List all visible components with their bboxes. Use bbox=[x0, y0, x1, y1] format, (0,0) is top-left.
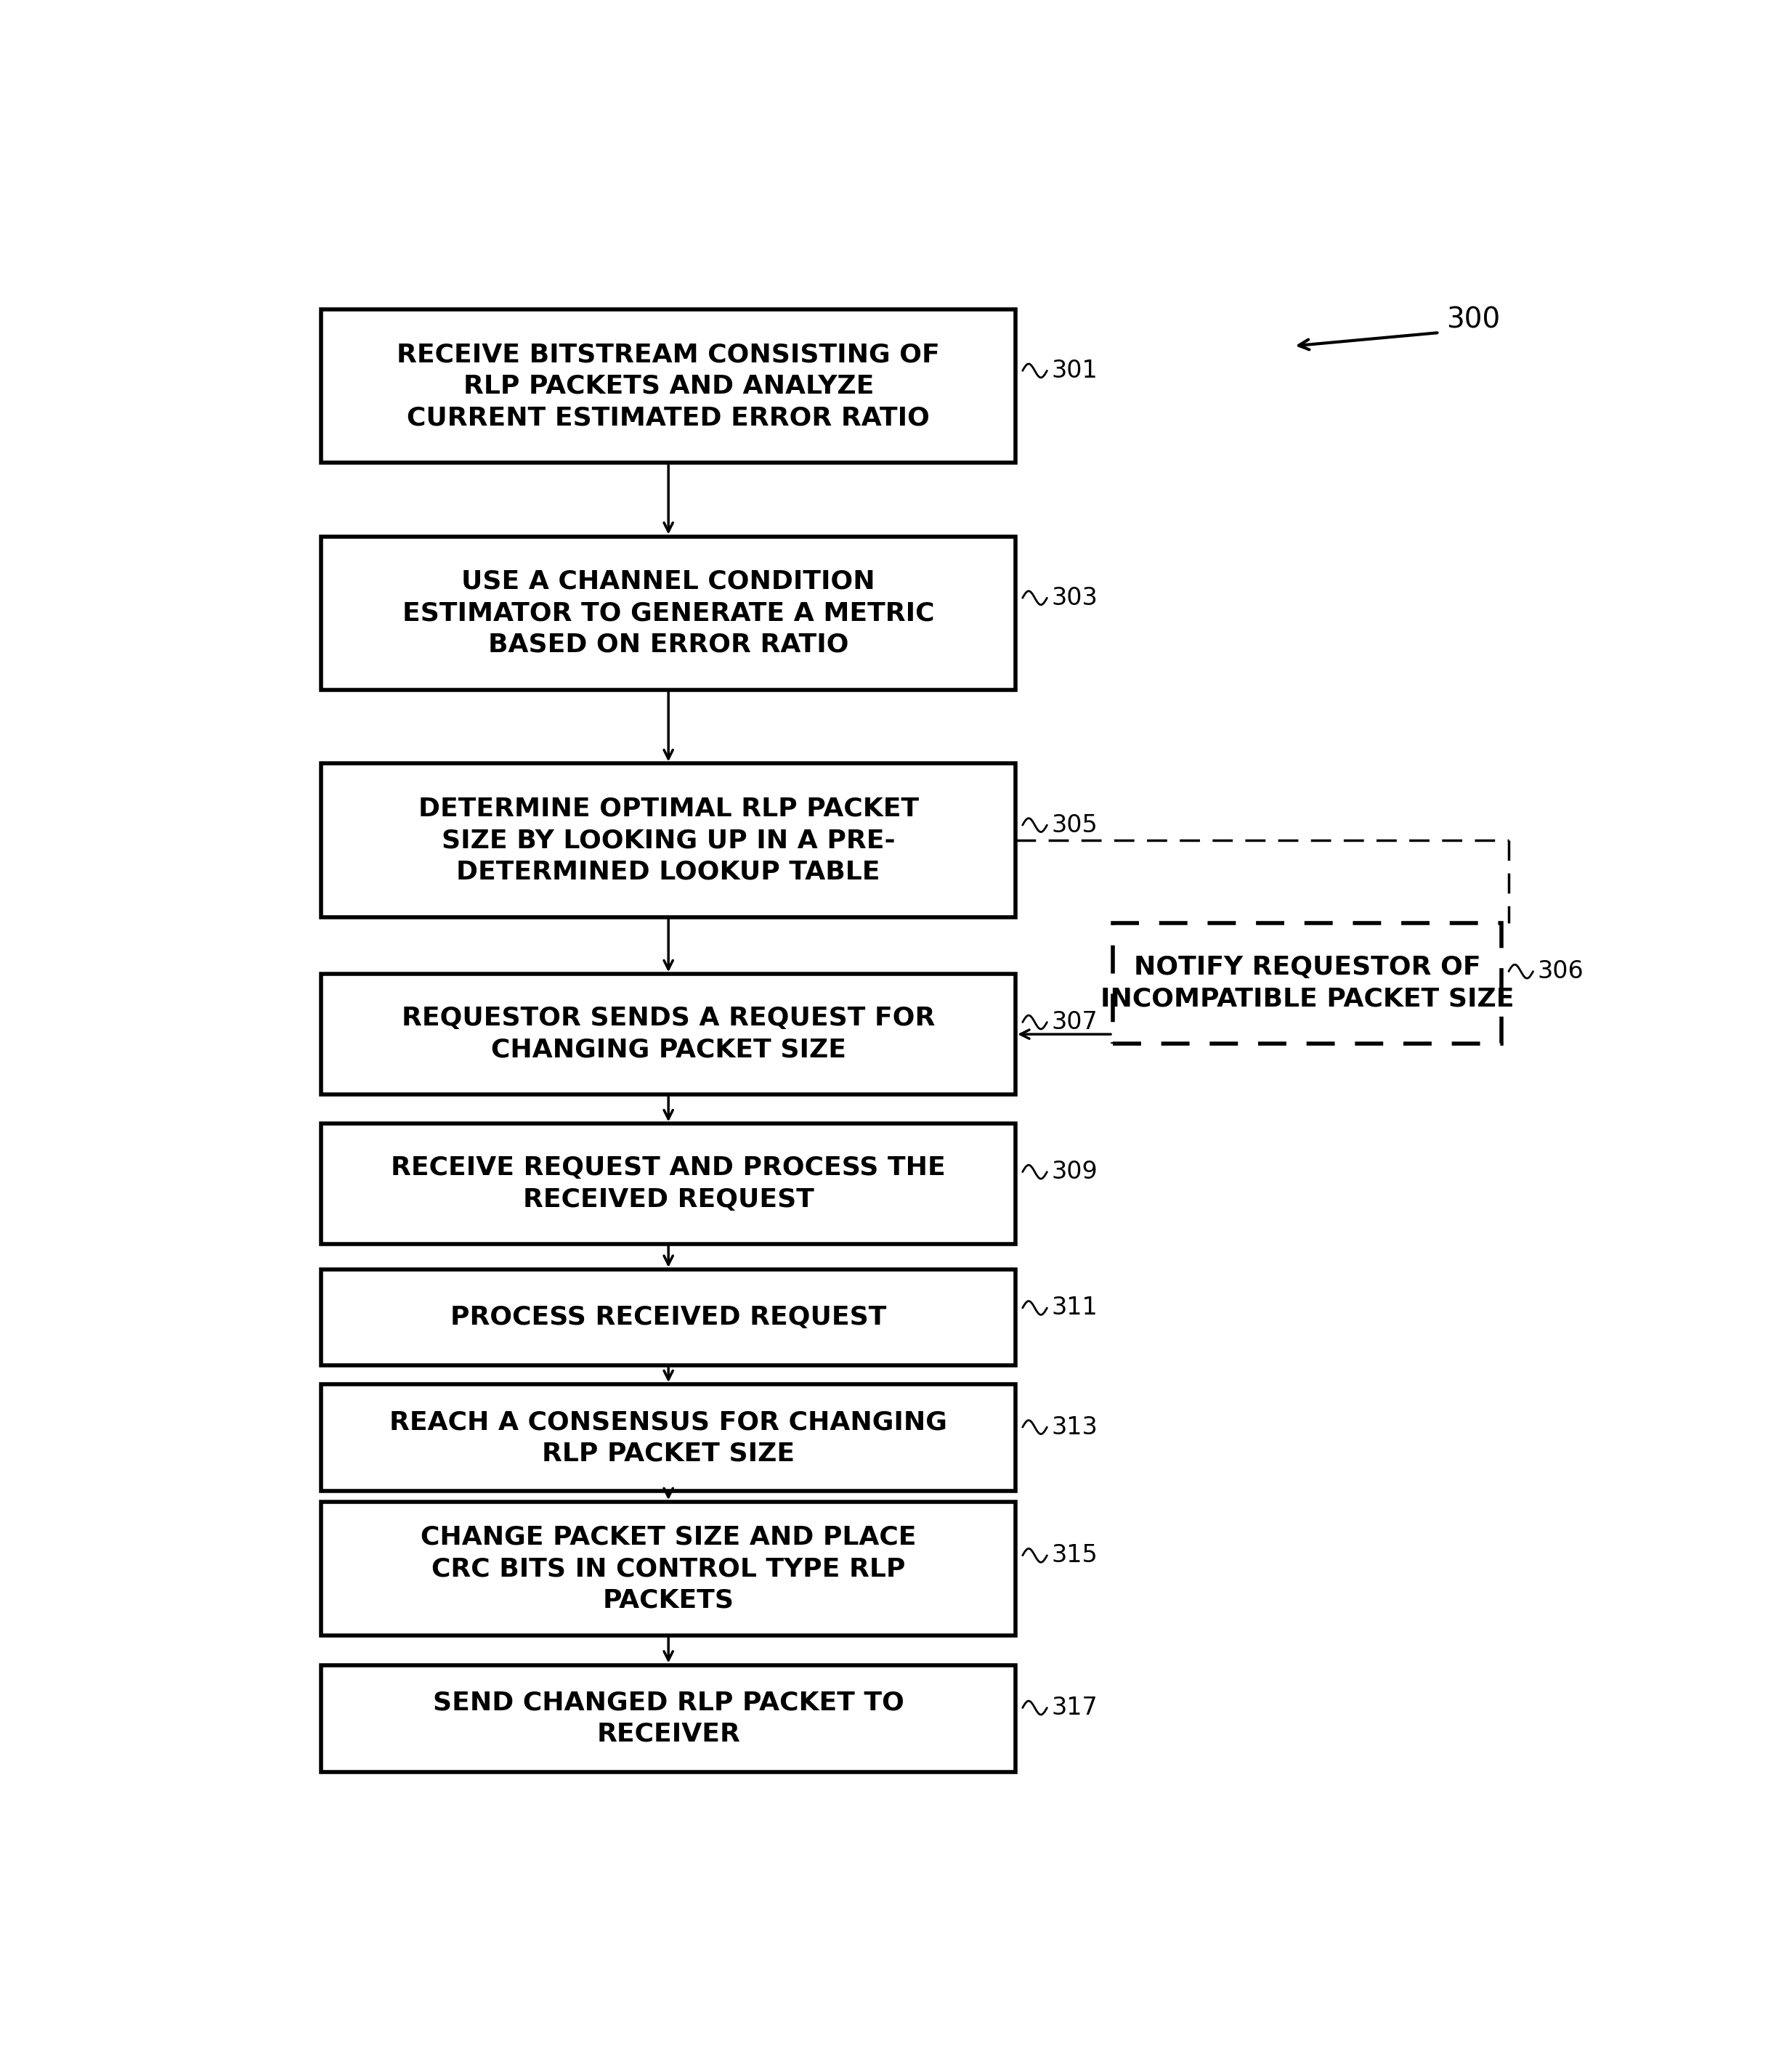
Text: 309: 309 bbox=[1052, 1159, 1098, 1184]
Text: CHANGE PACKET SIZE AND PLACE
CRC BITS IN CONTROL TYPE RLP
PACKETS: CHANGE PACKET SIZE AND PLACE CRC BITS IN… bbox=[421, 1526, 916, 1612]
Text: DETERMINE OPTIMAL RLP PACKET
SIZE BY LOOKING UP IN A PRE-
DETERMINED LOOKUP TABL: DETERMINE OPTIMAL RLP PACKET SIZE BY LOO… bbox=[418, 797, 919, 885]
Text: 300: 300 bbox=[1446, 305, 1500, 334]
Text: 305: 305 bbox=[1052, 813, 1098, 838]
Bar bbox=[321, 975, 1016, 1094]
Bar bbox=[321, 537, 1016, 690]
Text: RECEIVE BITSTREAM CONSISTING OF
RLP PACKETS AND ANALYZE
CURRENT ESTIMATED ERROR : RECEIVE BITSTREAM CONSISTING OF RLP PACK… bbox=[396, 342, 941, 430]
Text: NOTIFY REQUESTOR OF
INCOMPATIBLE PACKET SIZE: NOTIFY REQUESTOR OF INCOMPATIBLE PACKET … bbox=[1100, 954, 1514, 1012]
Text: 317: 317 bbox=[1052, 1696, 1098, 1720]
Text: REACH A CONSENSUS FOR CHANGING
RLP PACKET SIZE: REACH A CONSENSUS FOR CHANGING RLP PACKE… bbox=[389, 1409, 948, 1466]
Text: SEND CHANGED RLP PACKET TO
RECEIVER: SEND CHANGED RLP PACKET TO RECEIVER bbox=[432, 1690, 905, 1747]
Text: 303: 303 bbox=[1052, 586, 1098, 610]
Bar bbox=[321, 309, 1016, 463]
Text: REQUESTOR SENDS A REQUEST FOR
CHANGING PACKET SIZE: REQUESTOR SENDS A REQUEST FOR CHANGING P… bbox=[401, 1006, 935, 1063]
Text: PROCESS RECEIVED REQUEST: PROCESS RECEIVED REQUEST bbox=[450, 1305, 887, 1329]
Bar bbox=[321, 764, 1016, 918]
Text: 306: 306 bbox=[1538, 958, 1584, 983]
Text: 301: 301 bbox=[1052, 358, 1098, 383]
Bar bbox=[321, 1124, 1016, 1243]
Text: 307: 307 bbox=[1052, 1010, 1098, 1034]
Bar bbox=[321, 1665, 1016, 1772]
Text: USE A CHANNEL CONDITION
ESTIMATOR TO GENERATE A METRIC
BASED ON ERROR RATIO: USE A CHANNEL CONDITION ESTIMATOR TO GEN… bbox=[403, 569, 934, 657]
Text: 311: 311 bbox=[1052, 1296, 1098, 1319]
Bar bbox=[321, 1270, 1016, 1366]
Text: RECEIVE REQUEST AND PROCESS THE
RECEIVED REQUEST: RECEIVE REQUEST AND PROCESS THE RECEIVED… bbox=[391, 1155, 946, 1212]
Text: 313: 313 bbox=[1052, 1415, 1098, 1440]
Bar bbox=[321, 1501, 1016, 1636]
Text: 315: 315 bbox=[1052, 1544, 1098, 1567]
Bar bbox=[1113, 924, 1502, 1044]
Bar bbox=[321, 1384, 1016, 1491]
